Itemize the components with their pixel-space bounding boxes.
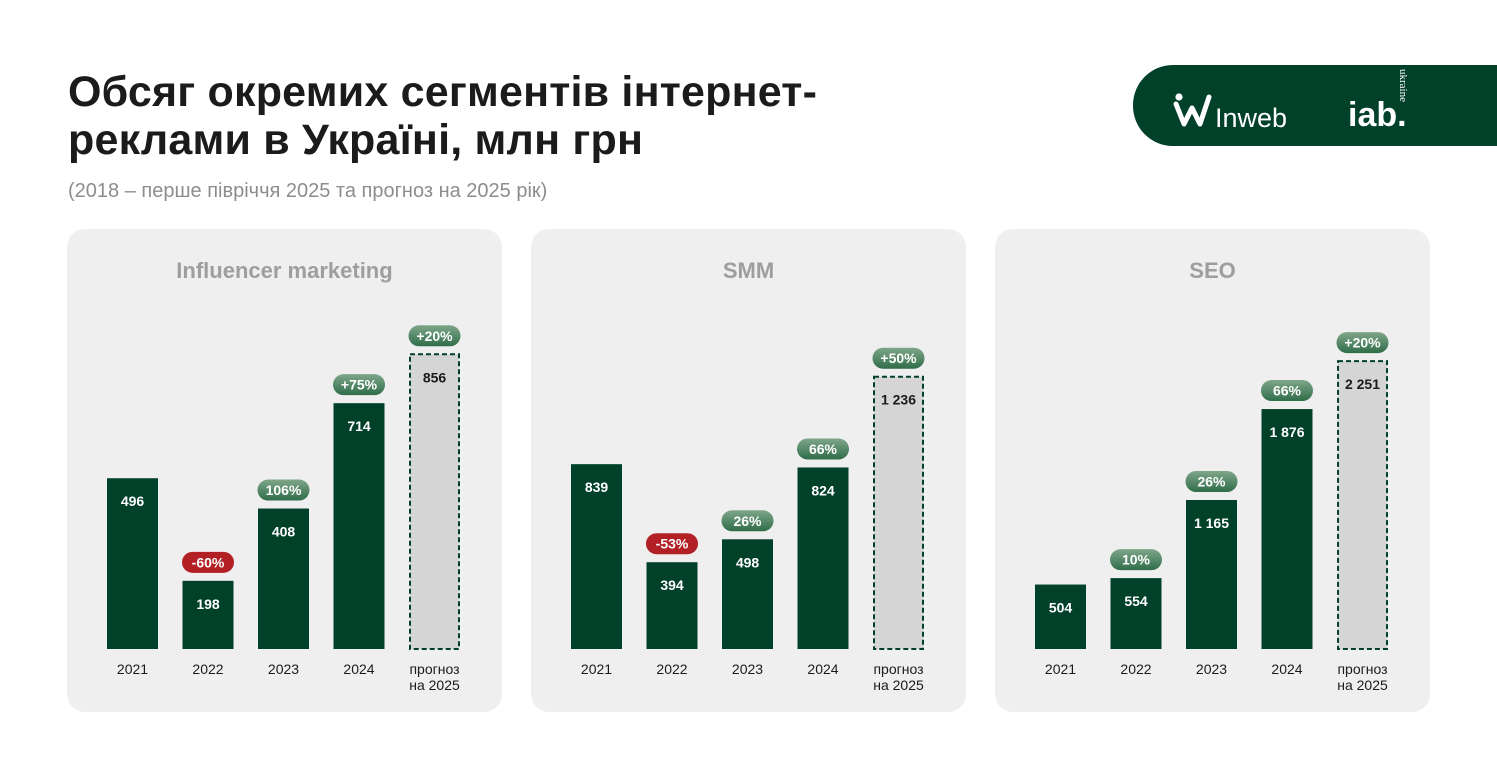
category-label: 2024: [807, 661, 838, 677]
bar-forecast: [409, 353, 460, 650]
category-label: 2021: [581, 661, 612, 677]
value-label: 504: [1049, 600, 1073, 616]
value-label: 1 236: [881, 392, 916, 408]
change-badge: [797, 438, 849, 460]
change-badge: [646, 533, 698, 555]
value-label: 554: [1124, 593, 1148, 609]
category-label: на 2025: [409, 677, 460, 693]
category-label: 2021: [1045, 661, 1076, 677]
inweb-logo-text: Inweb: [1215, 103, 1288, 133]
page-title-line-2: реклами в Україні, млн грн: [68, 116, 644, 164]
value-label: 198: [196, 596, 220, 612]
bar: [571, 464, 622, 649]
change-badge: [1110, 549, 1162, 571]
change-badge: [721, 510, 774, 532]
change-label: 66%: [809, 441, 838, 457]
value-label: 839: [585, 479, 609, 495]
chart-panel-seo: SEO 504 2021 554 10% 2022 1 165 26% 2023 1 876 66…: [995, 229, 1430, 712]
page-title: Обсяг окремих сегментів інтернет- реклам…: [68, 68, 1068, 164]
value-label: 496: [121, 493, 145, 509]
change-label: +20%: [416, 328, 453, 344]
change-label: +75%: [341, 377, 378, 393]
chart-panel-smm: SMM 839 2021 394 -53% 2022 498 26% 2023 824 66% 20…: [531, 229, 966, 712]
category-label: 2024: [343, 661, 374, 677]
bar-forecast: [1337, 360, 1388, 650]
change-label: 10%: [1122, 552, 1151, 568]
category-label: 2024: [1271, 661, 1302, 677]
bar: [646, 562, 698, 649]
value-label: 856: [423, 369, 447, 385]
change-label: +20%: [1344, 335, 1381, 351]
change-badge: [408, 325, 461, 347]
change-label: 26%: [1197, 473, 1226, 489]
change-label: +50%: [880, 350, 917, 366]
change-badge: [1185, 470, 1238, 492]
bar: [1110, 578, 1162, 649]
change-badge: [257, 479, 310, 501]
bar: [797, 467, 849, 649]
value-label: 498: [736, 554, 760, 570]
bar: [182, 580, 234, 649]
chart-smm: 839 2021 394 -53% 2022 498 26% 2023 824 66% 2024 1 …: [571, 347, 925, 693]
change-label: 26%: [733, 513, 762, 529]
change-label: -60%: [192, 554, 225, 570]
change-badge: [1261, 380, 1313, 402]
iab-logo-text: iab.: [1348, 96, 1407, 134]
bar: [107, 478, 158, 649]
category-label: прогноз: [409, 661, 459, 677]
category-label: на 2025: [1337, 677, 1388, 693]
w-logo-icon: [1173, 93, 1212, 127]
change-label: 106%: [266, 482, 302, 498]
category-label: 2023: [1196, 661, 1227, 677]
category-label: прогноз: [873, 661, 923, 677]
value-label: 2 251: [1345, 376, 1380, 392]
category-label: 2023: [268, 661, 299, 677]
page-title-line-1: Обсяг окремих сегментів інтернет-: [68, 68, 818, 116]
change-label: -53%: [656, 536, 689, 552]
category-label: 2023: [732, 661, 763, 677]
value-label: 1 165: [1194, 515, 1229, 531]
category-label: прогноз: [1337, 661, 1387, 677]
page-subtitle: (2018 – перше півріччя 2025 та прогноз н…: [68, 180, 548, 202]
value-label: 714: [347, 418, 371, 434]
change-badge: [872, 347, 925, 369]
bar-forecast: [873, 375, 924, 650]
chart-title-seo: SEO: [1189, 258, 1236, 283]
category-label: 2021: [117, 661, 148, 677]
change-badge: [333, 374, 385, 396]
category-label: 2022: [192, 661, 223, 677]
logo-banner: Inweb iab. ukraine: [1133, 65, 1497, 146]
bar: [258, 508, 309, 649]
category-label: 2022: [656, 661, 687, 677]
category-label: на 2025: [873, 677, 924, 693]
chart-panel-influencer: Influencer marketing 496 2021 198 -60% 2022 4…: [67, 229, 502, 712]
chart-title-influencer: Influencer marketing: [176, 258, 393, 283]
iab-ukraine-text: ukraine: [1397, 69, 1409, 102]
change-label: 66%: [1273, 383, 1302, 399]
bar: [1261, 409, 1313, 649]
change-badge: [182, 551, 234, 573]
category-label: 2022: [1120, 661, 1151, 677]
value-label: 1 876: [1269, 424, 1304, 440]
chart-seo: 504 2021 554 10% 2022 1 165 26% 2023 1 876 66% 202…: [1035, 332, 1389, 693]
change-badge: [1336, 332, 1389, 354]
chart-title-smm: SMM: [722, 258, 775, 283]
bar: [333, 403, 385, 649]
value-label: 394: [660, 577, 684, 593]
bar: [722, 539, 773, 649]
value-label: 408: [272, 524, 296, 540]
value-label: 824: [811, 482, 835, 498]
bar: [1035, 584, 1086, 649]
chart-influencer: 496 2021 198 -60% 2022 408 106% 2023 714 +75% 2024…: [107, 325, 461, 693]
bar: [1186, 499, 1237, 649]
